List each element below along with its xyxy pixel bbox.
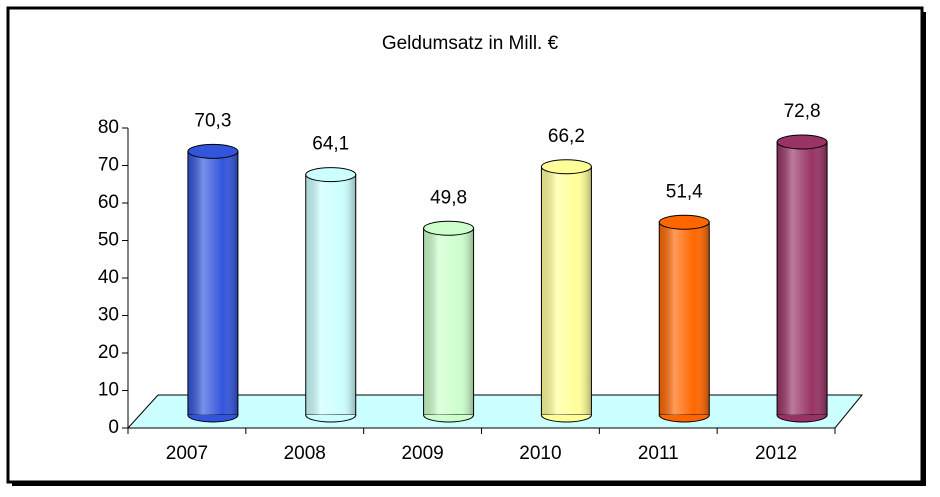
x-tick-label: 2008 — [284, 443, 326, 464]
bar-top — [423, 220, 475, 236]
y-tick-label: 70 — [98, 155, 119, 176]
x-tick-label: 2009 — [401, 443, 443, 464]
x-tick-label: 2012 — [755, 443, 797, 464]
bar-shade — [305, 174, 356, 415]
bar — [423, 220, 475, 423]
bar-top — [305, 167, 357, 183]
bar-bottom — [776, 414, 828, 423]
bar-shade — [187, 151, 238, 415]
bar-bottom — [658, 414, 710, 423]
y-tick-label: 20 — [98, 342, 119, 363]
y-tick-label: 60 — [98, 192, 119, 213]
bar-top — [658, 214, 710, 230]
bar — [658, 214, 710, 423]
bar-shade — [777, 142, 828, 415]
value-label: 51,4 — [666, 181, 703, 202]
bar — [305, 167, 357, 423]
y-tick-label: 10 — [98, 380, 119, 401]
value-label: 66,2 — [548, 126, 585, 147]
y-tick-label: 40 — [98, 267, 119, 288]
y-tick-label: 30 — [98, 305, 119, 326]
value-label: 49,8 — [430, 187, 467, 208]
bar — [540, 159, 592, 423]
y-tick-label: 50 — [98, 230, 119, 251]
bar — [776, 134, 828, 423]
bar-shade — [423, 228, 474, 415]
bar-shade — [659, 222, 710, 415]
y-tick-label: 0 — [108, 417, 119, 438]
bar-bottom — [540, 414, 592, 423]
x-tick-label: 2010 — [519, 443, 561, 464]
value-label: 72,8 — [784, 101, 821, 122]
bar — [187, 143, 239, 423]
bar-top — [187, 143, 239, 159]
bar-top — [540, 159, 592, 175]
bar-top — [776, 134, 828, 150]
y-tick-label: 80 — [98, 117, 119, 138]
bar-bottom — [423, 414, 475, 423]
value-label: 64,1 — [312, 134, 349, 155]
value-label: 70,3 — [194, 110, 231, 131]
x-tick-label: 2007 — [166, 443, 208, 464]
bar-bottom — [305, 414, 357, 423]
chart-title: Geldumsatz in Mill. € — [382, 33, 559, 54]
x-tick-label: 2011 — [638, 443, 679, 464]
bar-shade — [541, 166, 592, 415]
bar-bottom — [187, 414, 239, 423]
